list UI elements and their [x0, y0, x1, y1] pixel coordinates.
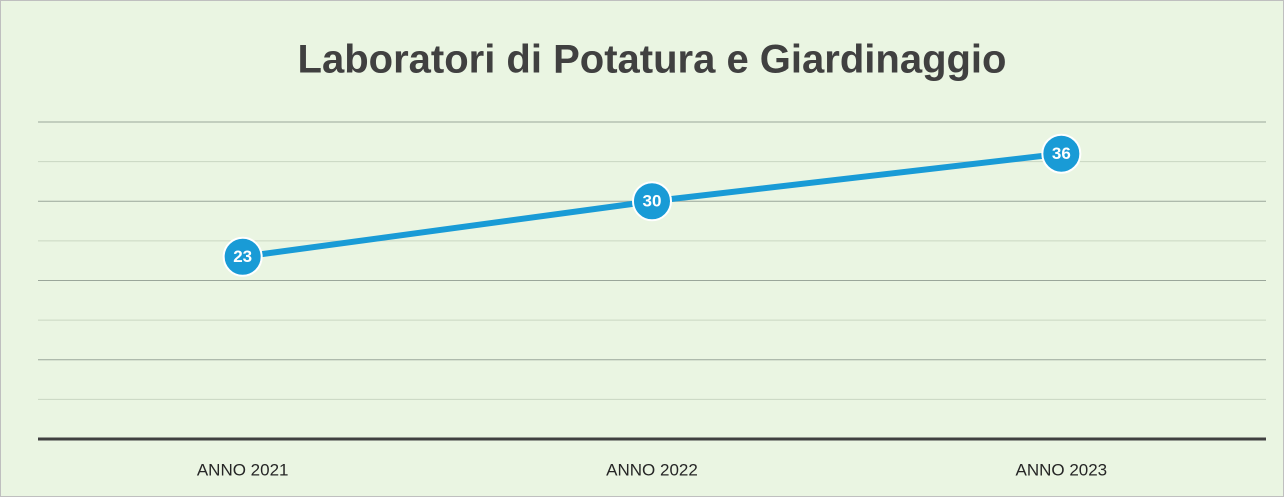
chart-title: Laboratori di Potatura e Giardinaggio	[298, 38, 1007, 82]
marker	[1041, 133, 1082, 174]
marker	[222, 236, 263, 277]
marker	[632, 181, 672, 222]
x-tick-label: ANNO 2022	[606, 460, 698, 479]
x-tick-label: ANNO 2023	[1015, 460, 1107, 479]
x-tick-label: ANNO 2021	[197, 460, 289, 479]
data-label: 30	[643, 192, 662, 211]
data-label: 23	[233, 247, 252, 266]
data-label: 36	[1052, 144, 1071, 163]
